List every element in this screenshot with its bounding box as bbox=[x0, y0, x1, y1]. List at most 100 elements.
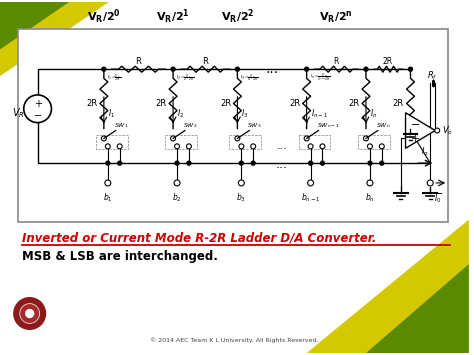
Circle shape bbox=[174, 180, 180, 186]
Circle shape bbox=[367, 144, 373, 149]
Text: $\mathbf{V_R/2^1}$: $\mathbf{V_R/2^1}$ bbox=[156, 7, 190, 26]
Circle shape bbox=[171, 67, 175, 71]
Circle shape bbox=[117, 144, 122, 149]
Circle shape bbox=[409, 67, 412, 71]
Polygon shape bbox=[307, 219, 469, 353]
Circle shape bbox=[102, 67, 106, 71]
Circle shape bbox=[235, 136, 240, 141]
Text: © 2014 AEC Team K L University. All Rights Reserved.: © 2014 AEC Team K L University. All Righ… bbox=[150, 338, 319, 343]
Text: $I_{n-1}$: $I_{n-1}$ bbox=[310, 108, 328, 120]
Circle shape bbox=[105, 144, 110, 149]
Text: $\mathbf{V_R/2^n}$: $\mathbf{V_R/2^n}$ bbox=[319, 9, 353, 24]
Circle shape bbox=[105, 180, 111, 186]
Circle shape bbox=[175, 161, 179, 165]
Polygon shape bbox=[366, 264, 469, 353]
Text: R: R bbox=[136, 57, 141, 66]
Text: $\mathbf{V_R/2^0}$: $\mathbf{V_R/2^0}$ bbox=[87, 7, 121, 26]
Circle shape bbox=[367, 180, 373, 186]
Circle shape bbox=[251, 144, 255, 149]
Circle shape bbox=[26, 310, 34, 317]
Text: $V_o$: $V_o$ bbox=[442, 124, 453, 137]
Text: 2R: 2R bbox=[392, 99, 403, 108]
Circle shape bbox=[171, 136, 175, 141]
Circle shape bbox=[364, 136, 368, 141]
Text: Inverted or Current Mode R-2R Ladder D/A Converter.: Inverted or Current Mode R-2R Ladder D/A… bbox=[22, 231, 376, 244]
Bar bbox=[18, 29, 448, 222]
Text: R: R bbox=[334, 57, 339, 66]
Text: $I_o$: $I_o$ bbox=[421, 146, 429, 158]
Circle shape bbox=[187, 161, 191, 165]
Text: $R_f$: $R_f$ bbox=[427, 70, 438, 82]
Text: 2R: 2R bbox=[383, 57, 393, 66]
Circle shape bbox=[379, 144, 384, 149]
Text: $I_2$: $I_2$ bbox=[177, 108, 184, 120]
Text: ...: ... bbox=[265, 62, 279, 76]
Bar bbox=[229, 136, 261, 149]
Circle shape bbox=[238, 180, 244, 186]
Text: R: R bbox=[202, 57, 208, 66]
Bar bbox=[165, 136, 197, 149]
Text: $I_1=\!\frac{V_R}{2R}$: $I_1=\!\frac{V_R}{2R}$ bbox=[107, 72, 121, 84]
Circle shape bbox=[101, 136, 106, 141]
Text: 2R: 2R bbox=[86, 99, 98, 108]
Text: $b_3$: $b_3$ bbox=[237, 192, 246, 204]
Text: $b_n$: $b_n$ bbox=[365, 192, 375, 204]
Circle shape bbox=[14, 298, 46, 329]
Text: +: + bbox=[34, 99, 42, 109]
Circle shape bbox=[251, 161, 255, 165]
Text: 2R: 2R bbox=[289, 99, 301, 108]
Polygon shape bbox=[0, 2, 109, 76]
Text: $b_{n-1}$: $b_{n-1}$ bbox=[301, 192, 320, 204]
Text: $SW_n$: $SW_n$ bbox=[376, 121, 391, 130]
Circle shape bbox=[304, 136, 309, 141]
Polygon shape bbox=[307, 219, 469, 353]
Circle shape bbox=[174, 144, 180, 149]
Polygon shape bbox=[366, 264, 469, 353]
Polygon shape bbox=[0, 2, 109, 76]
Text: $-$: $-$ bbox=[33, 109, 42, 119]
Circle shape bbox=[308, 180, 314, 186]
Text: $\mathbf{V_R/2^2}$: $\mathbf{V_R/2^2}$ bbox=[220, 7, 254, 26]
Circle shape bbox=[435, 128, 440, 133]
Circle shape bbox=[309, 161, 312, 165]
Polygon shape bbox=[406, 113, 435, 148]
Text: $I_n$: $I_n$ bbox=[370, 108, 377, 120]
Text: ...: ... bbox=[276, 158, 288, 171]
Text: $I_2=\!\frac{V_R}{2\cdot2R}$: $I_2=\!\frac{V_R}{2\cdot2R}$ bbox=[176, 72, 194, 84]
Text: $b_1$: $b_1$ bbox=[103, 192, 113, 204]
Text: $b_2$: $b_2$ bbox=[172, 192, 182, 204]
Text: $SW_1$: $SW_1$ bbox=[114, 121, 128, 130]
Polygon shape bbox=[0, 2, 69, 49]
Circle shape bbox=[368, 161, 372, 165]
Circle shape bbox=[239, 144, 244, 149]
Circle shape bbox=[427, 180, 433, 186]
Text: $I_1$: $I_1$ bbox=[108, 108, 115, 120]
Circle shape bbox=[364, 67, 368, 71]
Text: $\overline{I_0}$: $\overline{I_0}$ bbox=[434, 192, 442, 206]
Polygon shape bbox=[0, 2, 69, 49]
Circle shape bbox=[236, 67, 239, 71]
Text: $SW_{n-1}$: $SW_{n-1}$ bbox=[317, 121, 339, 130]
Circle shape bbox=[320, 161, 324, 165]
Text: $SW_2$: $SW_2$ bbox=[183, 121, 198, 130]
Text: $-$: $-$ bbox=[410, 118, 419, 127]
Circle shape bbox=[20, 304, 39, 323]
Bar bbox=[358, 136, 390, 149]
Text: $I_n=\!\frac{V_R}{2^{n-1}\!2R}$: $I_n=\!\frac{V_R}{2^{n-1}\!2R}$ bbox=[310, 72, 330, 84]
Bar bbox=[96, 136, 128, 149]
Text: $I_3$: $I_3$ bbox=[241, 108, 249, 120]
Circle shape bbox=[106, 161, 110, 165]
Text: ...: ... bbox=[276, 141, 287, 151]
Circle shape bbox=[308, 144, 313, 149]
Text: 2R: 2R bbox=[155, 99, 167, 108]
Circle shape bbox=[239, 161, 243, 165]
Text: 2R: 2R bbox=[220, 99, 231, 108]
Text: MSB & LSB are interchanged.: MSB & LSB are interchanged. bbox=[22, 250, 218, 263]
Text: $SW_3$: $SW_3$ bbox=[247, 121, 262, 130]
Bar bbox=[299, 136, 330, 149]
Circle shape bbox=[305, 67, 309, 71]
Text: $V_R$: $V_R$ bbox=[12, 106, 25, 120]
Text: $I_3=\!\frac{V_R}{4\cdot2R}$: $I_3=\!\frac{V_R}{4\cdot2R}$ bbox=[240, 72, 258, 84]
Circle shape bbox=[380, 161, 384, 165]
Text: $+$: $+$ bbox=[410, 133, 419, 144]
